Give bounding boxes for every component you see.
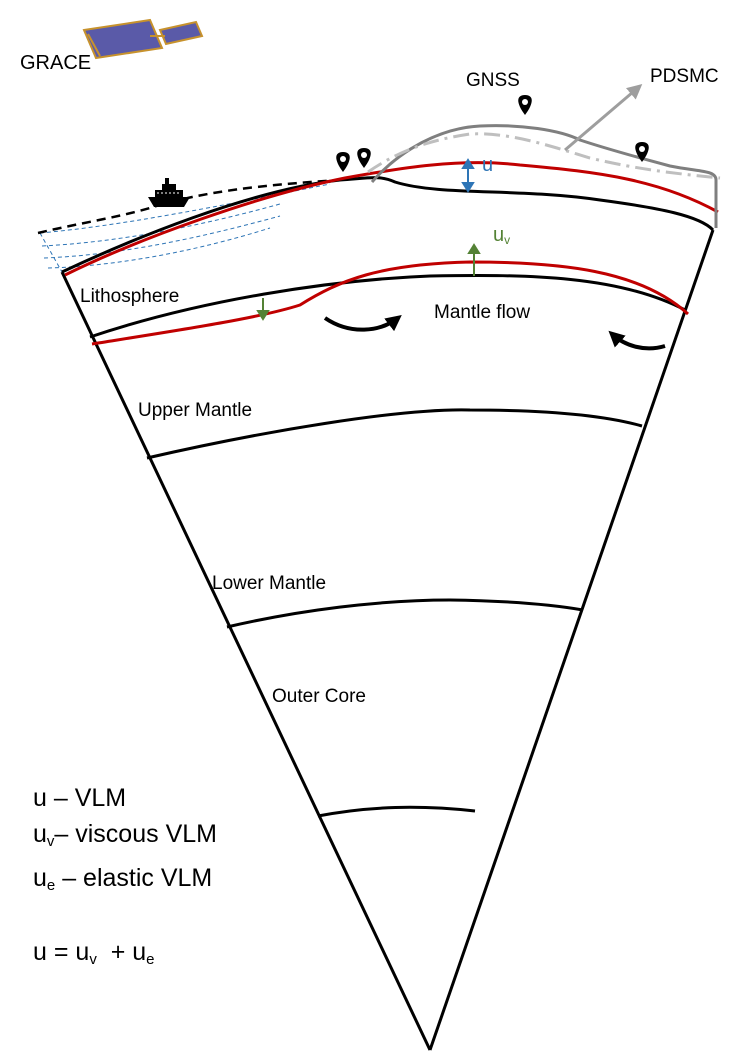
- gnss-track: [370, 124, 718, 228]
- deformed-lithosphere-base: [91, 260, 690, 346]
- ocean-area: [39, 183, 331, 273]
- lower-mantle-boundary: [226, 598, 584, 629]
- core-boundary: [317, 805, 476, 818]
- upper-mantle-label: Upper Mantle: [138, 400, 253, 421]
- mantle-flow-label: Mantle flow: [434, 302, 531, 323]
- deformed-surface: [64, 161, 719, 277]
- equation-sub-e: e: [146, 950, 155, 968]
- lower-mantle-label: Lower Mantle: [212, 573, 327, 594]
- legend-vlm: u – VLM: [33, 780, 217, 816]
- location-pin-icon: [357, 148, 371, 168]
- outer-core-label: Outer Core: [272, 686, 366, 707]
- legend-viscous-symbol: u: [33, 820, 47, 848]
- u-arrow-label: u: [482, 154, 494, 176]
- lithosphere-label: Lithosphere: [80, 286, 180, 307]
- pdsmc-track: [367, 132, 721, 180]
- uv-arrow-label: uv: [493, 224, 510, 247]
- legend-viscous-text: – viscous VLM: [54, 820, 217, 848]
- u-displacement-arrow: [461, 158, 475, 193]
- legend-elastic-sub: e: [46, 876, 56, 894]
- uv-arrow-base: u: [493, 224, 505, 246]
- gnss-label: GNSS: [466, 70, 520, 91]
- upper-mantle-boundary: [146, 408, 643, 460]
- equation-lhs: u = u: [33, 937, 90, 966]
- legend-equation: u = uv + ue: [33, 934, 217, 978]
- pdsmc-label: PDSMC: [650, 66, 719, 87]
- location-pin-icon: [518, 95, 532, 115]
- legend-viscous-sub: v: [46, 832, 55, 850]
- uv-displacement-arrow: [256, 298, 270, 321]
- uv-displacement-arrow: [467, 243, 481, 276]
- legend-elastic-vlm: ue – elastic VLM: [33, 860, 217, 904]
- grace-label: GRACE: [20, 52, 92, 74]
- legend-viscous-vlm: uv– viscous VLM: [33, 816, 217, 860]
- earth-surface: [61, 176, 715, 274]
- pdsmc-pointer-arrow: [564, 84, 643, 152]
- legend-elastic-text: – elastic VLM: [55, 863, 213, 892]
- curved-arrow-icon: [323, 315, 402, 332]
- legend-elastic-symbol: u: [33, 863, 47, 892]
- uv-arrow-sub: v: [504, 233, 511, 247]
- equation-sub-v: v: [89, 950, 97, 968]
- equation-plus: + u: [96, 937, 147, 966]
- location-pin-icon: [336, 152, 350, 172]
- legend-vlm-text: – VLM: [46, 784, 127, 812]
- wedge-outline: [60, 229, 715, 1051]
- ship-icon: [148, 178, 190, 207]
- satellite-icon: [82, 18, 204, 60]
- lithosphere-base: [89, 273, 686, 339]
- location-pin-icon: [635, 142, 649, 162]
- legend: u – VLM uv– viscous VLM ue – elastic VLM…: [33, 780, 217, 977]
- legend-vlm-symbol: u: [33, 784, 47, 812]
- curved-arrow-icon: [608, 330, 666, 351]
